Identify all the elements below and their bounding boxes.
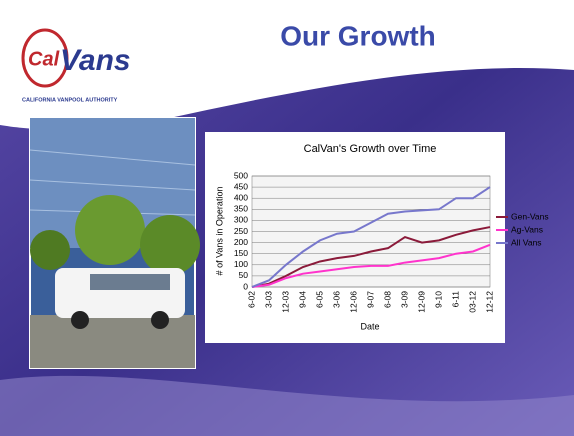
y-tick-label: 50 xyxy=(239,270,249,280)
chart-title: CalVan's Growth over Time xyxy=(304,143,437,155)
y-tick-label: 500 xyxy=(234,170,248,180)
y-tick-label: 350 xyxy=(234,204,248,214)
y-tick-label: 150 xyxy=(234,248,248,258)
x-tick-label: 9-07 xyxy=(365,291,375,308)
x-tick-label: 6-05 xyxy=(314,291,324,308)
x-tick-label: 03-12 xyxy=(467,291,477,313)
logo-subtitle: CALIFORNIA VANPOOL AUTHORITY xyxy=(22,97,118,103)
x-tick-label: 6-02 xyxy=(246,291,256,308)
x-tick-label: 12-12 xyxy=(484,291,494,313)
legend-label: All Vans xyxy=(511,237,542,247)
y-tick-label: 0 xyxy=(243,281,248,291)
y-tick-label: 300 xyxy=(234,215,248,225)
x-tick-label: 12-09 xyxy=(416,291,426,313)
y-tick-label: 100 xyxy=(234,259,248,269)
photo xyxy=(30,118,200,368)
y-tick-label: 200 xyxy=(234,237,248,247)
legend-label: Gen-Vans xyxy=(511,211,549,221)
logo-cal: Cal xyxy=(28,48,60,70)
page: {"slide": {"title": "Our Growth", "logo_… xyxy=(0,0,574,436)
slide-title: Our Growth xyxy=(280,20,436,51)
logo-vans: Vans xyxy=(60,44,131,77)
x-axis-label: Date xyxy=(360,321,379,331)
x-tick-label: 12-06 xyxy=(348,291,358,313)
y-tick-label: 400 xyxy=(234,192,248,202)
y-axis-label: # of Vans in Operation xyxy=(214,187,224,276)
x-tick-label: 3-03 xyxy=(263,291,273,308)
x-tick-label: 6-08 xyxy=(382,291,392,308)
x-tick-label: 3-09 xyxy=(399,291,409,308)
x-tick-label: 3-06 xyxy=(331,291,341,308)
slide: Cal Vans CALIFORNIA VANPOOL AUTHORITY Ou… xyxy=(0,0,574,436)
y-tick-label: 450 xyxy=(234,181,248,191)
x-tick-label: 9-10 xyxy=(433,291,443,308)
x-tick-label: 9-04 xyxy=(297,291,307,308)
x-tick-label: 12-03 xyxy=(280,291,290,313)
x-tick-label: 6-11 xyxy=(450,291,460,308)
legend-label: Ag-Vans xyxy=(511,224,543,234)
y-tick-label: 250 xyxy=(234,226,248,236)
